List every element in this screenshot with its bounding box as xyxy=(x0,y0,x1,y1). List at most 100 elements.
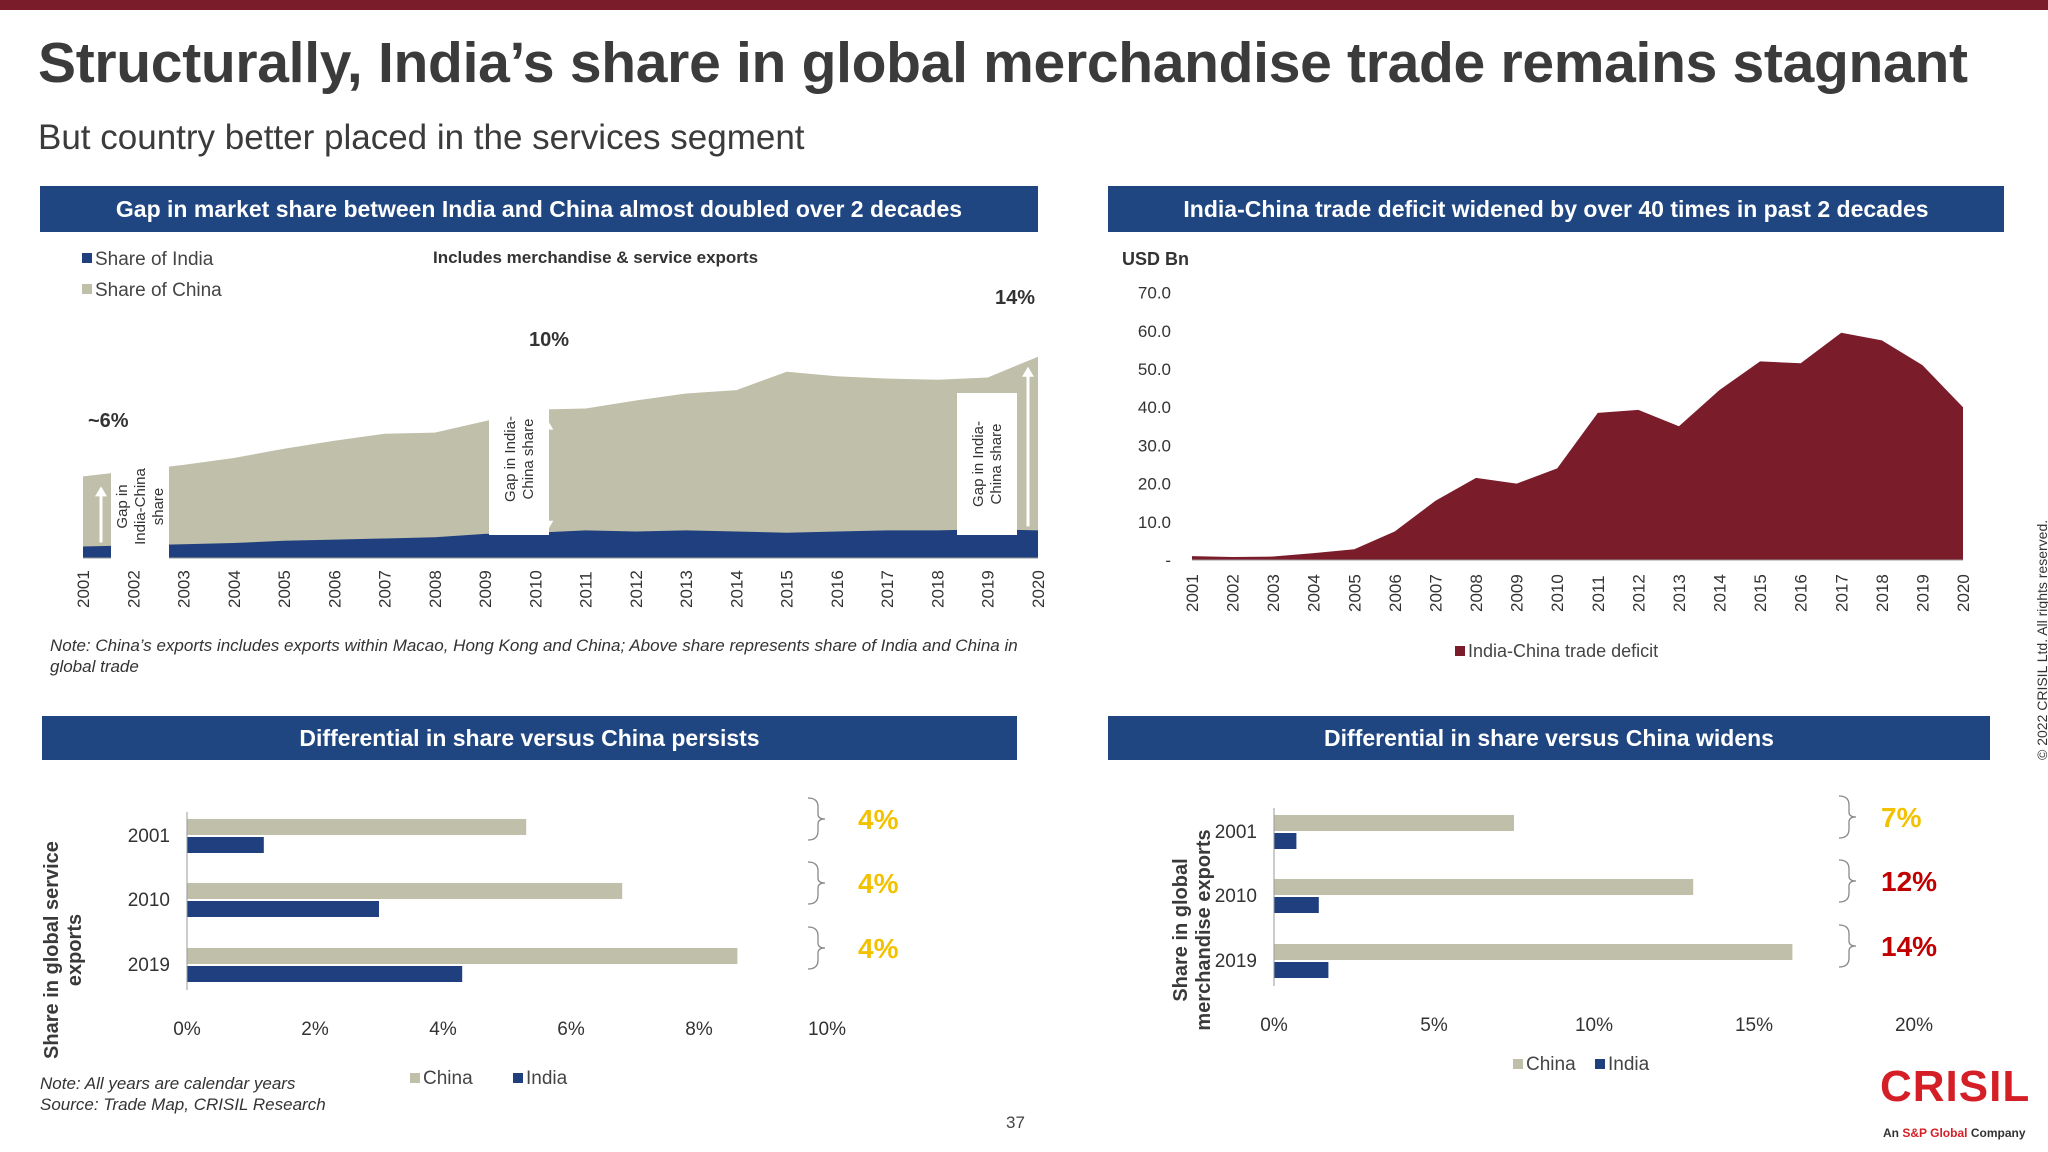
gap-label-text: Gap in India-China share xyxy=(502,416,537,502)
x-tick-label: 2019 xyxy=(1913,574,1932,612)
page-number: 37 xyxy=(1006,1113,1025,1133)
x-tick-label: 2005 xyxy=(1345,574,1364,612)
x-tick-label: 2005 xyxy=(275,570,294,608)
legend-india-label: Share of India xyxy=(95,249,214,270)
category-label: 2001 xyxy=(1215,822,1257,843)
x-tick-label: 2006 xyxy=(325,570,344,608)
x-tick-label: 2011 xyxy=(577,571,596,608)
y-tick-label: 30.0 xyxy=(1138,436,1171,455)
legend-india-swatch xyxy=(1595,1059,1605,1069)
x-tick-label: 2008 xyxy=(426,570,445,608)
china-bar xyxy=(1274,815,1514,831)
gap-label-line: share xyxy=(150,488,167,526)
india-bar xyxy=(1274,897,1319,913)
crisil-logo: CRISIL xyxy=(1880,1062,2030,1112)
gap-label-line: China share xyxy=(520,419,537,500)
merch-bar-chart: 2001 7% 2010 12% 2019 14% 0% 5% 10% 15% 20% Share i… xyxy=(1108,790,2008,1080)
x-tick-label: 2016 xyxy=(1792,574,1811,612)
china-share-area xyxy=(83,357,1038,558)
x-tick-label: 0% xyxy=(1260,1015,1288,1036)
x-tick-label: 15% xyxy=(1735,1015,1773,1036)
deficit-area-chart: USD Bn70.060.050.040.030.020.010.0-2001 2… xyxy=(1108,238,2008,668)
differential-label: 7% xyxy=(1881,802,1922,833)
differential-label: 14% xyxy=(1881,931,1937,962)
deficit-area xyxy=(1192,333,1963,560)
y-axis-title-line: exports xyxy=(64,914,86,986)
gap-label-box xyxy=(489,383,549,535)
y-axis-title-line: Share in global xyxy=(1170,858,1192,1001)
banner-merch-diff: Differential in share versus China widen… xyxy=(1108,716,1990,760)
x-tick-label: 2007 xyxy=(1426,574,1445,612)
category-label: 2010 xyxy=(128,890,170,911)
gap-label-box xyxy=(957,393,1017,535)
share-chart-note: Note: China’s exports includes exports w… xyxy=(50,635,1030,677)
y-axis-unit-label: USD Bn xyxy=(1122,249,1189,269)
page-title: Structurally, India’s share in global me… xyxy=(38,30,1968,96)
x-tick-label: 2001 xyxy=(74,570,93,608)
page-subtitle: But country better placed in the service… xyxy=(38,118,805,158)
y-axis-title-line: merchandise exports xyxy=(1193,829,1215,1030)
x-tick-label: 2002 xyxy=(1224,574,1243,612)
share-area-chart: 2001 2002 2003 2004 2005 2006 2007 2008 2009 2010… xyxy=(40,238,1050,638)
logo-tag-brand: S&P Global xyxy=(1902,1126,1967,1140)
x-tick-label: 8% xyxy=(685,1019,713,1040)
x-tick-label: 2003 xyxy=(175,570,194,608)
logo-tag-prefix: An xyxy=(1883,1126,1902,1140)
x-tick-label: 2007 xyxy=(376,570,395,608)
banner-trade-deficit: India-China trade deficit widened by ove… xyxy=(1108,186,2004,232)
gap-label-line: China share xyxy=(988,424,1005,505)
x-tick-label: 2018 xyxy=(928,570,947,608)
y-tick-label: 10.0 xyxy=(1138,513,1171,532)
india-bar xyxy=(1274,833,1296,849)
x-tick-label: 2% xyxy=(301,1019,329,1040)
x-tick-label: 2004 xyxy=(1305,574,1324,612)
china-bar xyxy=(1274,944,1792,960)
india-bar xyxy=(187,837,264,853)
x-tick-label: 2015 xyxy=(778,570,797,608)
category-label: 2001 xyxy=(128,826,170,847)
x-tick-label: 2012 xyxy=(1629,574,1648,612)
legend-deficit-label: India-China trade deficit xyxy=(1468,641,1658,661)
bracket-icon xyxy=(808,862,825,904)
gap-callout: ~6% xyxy=(88,410,129,432)
x-tick-label: 2010 xyxy=(526,570,545,608)
x-tick-label: 10% xyxy=(1575,1015,1613,1036)
y-tick-label: 70.0 xyxy=(1138,284,1171,303)
differential-label: 4% xyxy=(858,804,899,835)
x-tick-label: 2016 xyxy=(828,570,847,608)
category-label: 2010 xyxy=(1215,886,1257,907)
y-axis-title: Share in globalmerchandise exports xyxy=(1170,829,1215,1030)
x-tick-label: 5% xyxy=(1420,1015,1448,1036)
legend-india-label: India xyxy=(1608,1054,1650,1075)
x-tick-label: 6% xyxy=(557,1019,585,1040)
banner-share-gap: Gap in market share between India and Ch… xyxy=(40,186,1038,232)
gap-callout: 10% xyxy=(529,329,569,351)
x-tick-label: 2014 xyxy=(727,570,746,608)
legend-china-label: China xyxy=(1526,1054,1576,1075)
gap-label-text: Gap in India-China share xyxy=(970,421,1005,507)
x-tick-label: 2008 xyxy=(1467,574,1486,612)
bracket-icon xyxy=(1839,860,1856,902)
x-tick-label: 20% xyxy=(1895,1015,1933,1036)
services-bar-chart: 2001 4% 2010 4% 2019 4% 0% 2% 4% 6% 8% 10% Share in … xyxy=(30,790,1030,1090)
china-bar xyxy=(187,819,526,835)
x-tick-label: 2002 xyxy=(124,570,143,608)
x-tick-label: 2003 xyxy=(1264,574,1283,612)
x-tick-label: 2009 xyxy=(476,570,495,608)
x-tick-label: 2017 xyxy=(878,570,897,608)
gap-label-line: Gap in xyxy=(114,484,131,528)
legend-china-label: Share of China xyxy=(95,280,222,301)
gap-callout: 14% xyxy=(995,287,1035,309)
x-tick-label: 2006 xyxy=(1386,574,1405,612)
india-bar xyxy=(187,966,462,982)
includes-annotation: Includes merchandise & service exports xyxy=(433,248,758,267)
x-tick-label: 2015 xyxy=(1751,574,1770,612)
legend-china-swatch xyxy=(1513,1059,1523,1069)
logo-tag-suffix: Company xyxy=(1967,1126,2025,1140)
x-tick-label: 2011 xyxy=(1589,575,1608,612)
gap-label-line: Gap in India- xyxy=(970,421,987,507)
bracket-icon xyxy=(1839,925,1856,967)
gap-label-line: India-China xyxy=(132,467,149,544)
legend-china-label: China xyxy=(423,1068,473,1089)
y-axis-title-line: Share in global service xyxy=(41,841,63,1059)
